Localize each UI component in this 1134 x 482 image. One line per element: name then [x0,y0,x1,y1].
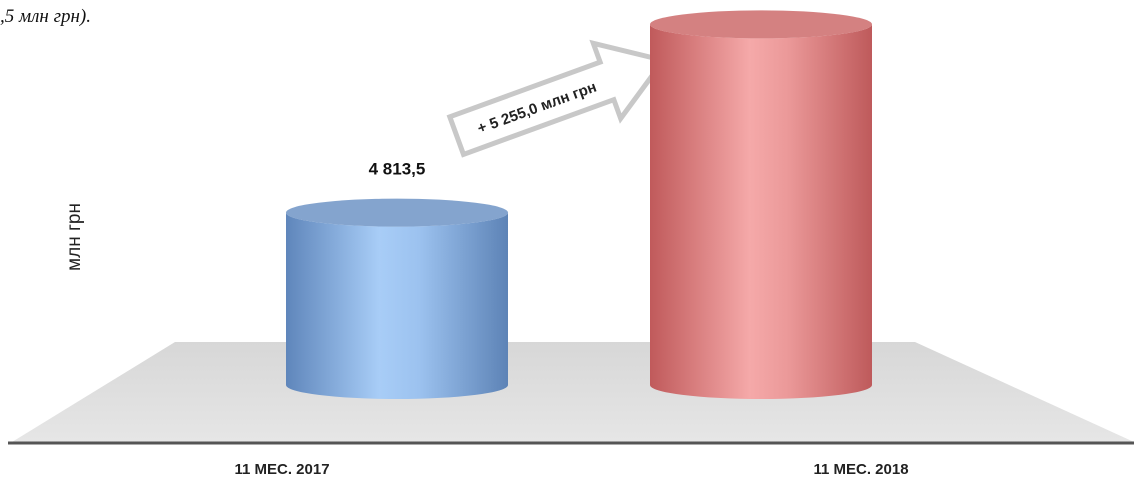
bar-body-2018 [650,24,872,400]
arrow-icon [446,39,668,158]
increase-arrow-annotation: + 5 255,0 млн грн [446,39,668,158]
y-axis-label: млн грн [64,203,85,271]
bar-2018: 10 068,5 [650,10,872,400]
x-tick-label-2017: 11 МЕС. 2017 [234,461,329,478]
bars-layer: 4 813,5 10 068,5 [286,10,872,400]
x-tick-label-2018: 11 МЕС. 2018 [813,461,908,478]
bar-value-label-2017: 4 813,5 [369,160,426,179]
chart-floor [12,342,1134,442]
caption-text: ,5 млн грн). [0,6,92,27]
bar-top-2017 [286,198,508,227]
bar-body-2017 [286,212,508,399]
bar-top-2018 [650,10,872,39]
bar-2017: 4 813,5 [286,160,508,399]
